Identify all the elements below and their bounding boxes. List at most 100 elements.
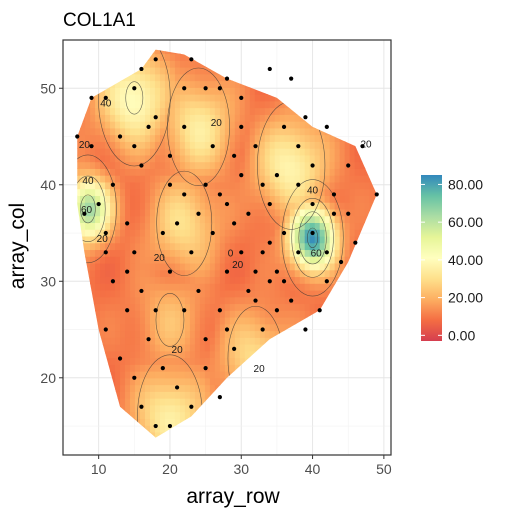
heatmap-cell — [100, 418, 106, 426]
heatmap-cell — [70, 121, 76, 128]
heatmap-cell — [85, 289, 91, 298]
heatmap-cell — [245, 439, 251, 446]
heatmap-cell — [304, 222, 311, 230]
heatmap-cell — [369, 188, 376, 196]
heatmap-cell — [70, 114, 76, 121]
heatmap-cell — [140, 404, 146, 413]
heatmap-cell — [135, 73, 141, 82]
heatmap-cell — [100, 384, 106, 392]
heatmap-cell — [70, 54, 76, 61]
heatmap-cell — [204, 215, 211, 224]
heatmap-cell — [169, 303, 176, 311]
heatmap-cell — [279, 283, 286, 291]
heatmap-cell — [354, 229, 361, 237]
heatmap-cell — [239, 296, 246, 305]
heatmap-cell — [354, 154, 361, 163]
heatmap-cell — [304, 107, 311, 115]
heatmap-cell — [304, 350, 311, 359]
heatmap-cell — [189, 411, 196, 419]
heatmap-cell — [209, 73, 216, 82]
heatmap-cell — [309, 175, 316, 183]
heatmap-cell — [219, 384, 226, 392]
heatmap-cell — [154, 350, 161, 359]
heatmap-cell — [324, 154, 331, 163]
heatmap-cell — [359, 310, 366, 318]
heatmap-cell — [354, 127, 361, 136]
heatmap-cell — [189, 384, 196, 392]
heatmap-cell — [304, 215, 311, 224]
heatmap-cell — [154, 168, 161, 176]
heatmap-cell — [189, 134, 196, 142]
heatmap-cell — [309, 148, 316, 156]
heatmap-cell — [120, 398, 126, 406]
heatmap-cell — [135, 337, 141, 345]
heatmap-cell — [354, 377, 361, 386]
heatmap-cell — [100, 60, 106, 68]
heatmap-cell — [120, 377, 126, 386]
heatmap-cell — [189, 188, 196, 196]
heatmap-cell — [154, 222, 161, 230]
heatmap-cell — [95, 364, 101, 372]
heatmap-cell — [304, 398, 311, 406]
heatmap-cell — [110, 256, 116, 264]
heatmap-cell — [209, 67, 216, 75]
heatmap-cell — [95, 80, 101, 88]
heatmap-cell — [244, 249, 251, 257]
heatmap-cell — [239, 344, 246, 352]
heatmap-cell — [189, 195, 196, 203]
heatmap-cell — [194, 350, 201, 359]
heatmap-cell — [274, 229, 281, 237]
heatmap-cell — [95, 249, 101, 257]
heatmap-cell — [279, 60, 286, 68]
heatmap-cell — [145, 364, 151, 372]
heatmap-cell — [159, 404, 166, 413]
heatmap-cell — [105, 289, 111, 298]
heatmap-cell — [179, 208, 186, 217]
heatmap-cell — [269, 49, 276, 55]
heatmap-cell — [244, 202, 251, 210]
heatmap-cell — [314, 107, 321, 115]
heatmap-cell — [234, 404, 241, 413]
heatmap-cell — [279, 195, 286, 203]
heatmap-cell — [145, 127, 151, 136]
heatmap-cell — [344, 148, 351, 156]
heatmap-cell — [289, 127, 296, 136]
heatmap-cell — [364, 202, 371, 210]
heatmap-cell — [329, 249, 336, 257]
heatmap-cell — [125, 127, 131, 136]
heatmap-cell — [204, 371, 211, 379]
heatmap-cell — [334, 73, 341, 82]
heatmap-cell — [309, 235, 316, 244]
heatmap-cell — [149, 215, 156, 224]
heatmap-cell — [324, 161, 331, 169]
heatmap-cell — [279, 188, 286, 196]
heatmap-cell — [120, 357, 126, 365]
heatmap-cell — [184, 181, 191, 190]
heatmap-cell — [289, 107, 296, 115]
heatmap-cell — [254, 276, 261, 284]
heatmap-cell — [369, 289, 376, 298]
heatmap-cell — [224, 289, 231, 298]
heatmap-cell — [219, 303, 226, 311]
heatmap-cell — [169, 67, 176, 75]
heatmap-cell — [199, 418, 206, 426]
heatmap-cell — [219, 222, 226, 230]
heatmap-cell — [204, 229, 211, 237]
heatmap-cell — [169, 296, 176, 305]
heatmap-cell — [374, 181, 377, 190]
heatmap-cell — [319, 134, 326, 142]
heatmap-cell — [115, 269, 121, 278]
heatmap-cell — [199, 188, 206, 196]
heatmap-cell — [349, 269, 356, 278]
heatmap-cell — [125, 141, 131, 149]
heatmap-cell — [289, 100, 296, 109]
contour-line — [298, 211, 327, 265]
heatmap-cell — [70, 263, 76, 270]
heatmap-cell — [174, 337, 181, 345]
heatmap-cell — [349, 60, 356, 68]
heatmap-cell — [159, 168, 166, 176]
heatmap-cell — [174, 330, 181, 338]
heatmap-cell — [204, 202, 211, 210]
heatmap-cell — [159, 73, 166, 82]
heatmap-cell — [110, 283, 116, 291]
